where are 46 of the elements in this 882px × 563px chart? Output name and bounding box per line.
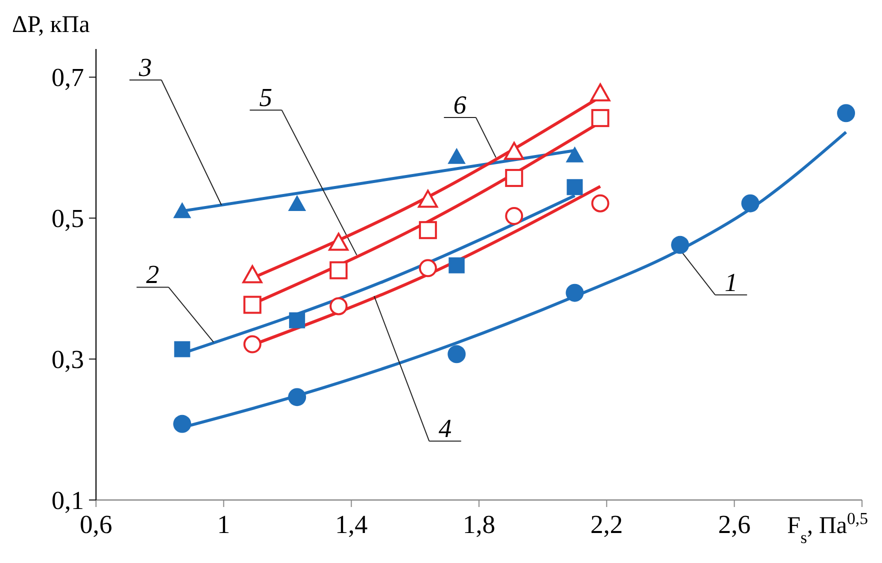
point: [242, 265, 262, 284]
x-tick-label: 2,2: [590, 510, 623, 539]
point: [566, 179, 583, 196]
point: [243, 296, 262, 314]
x-tick-label: 1,8: [462, 510, 496, 539]
point: [504, 142, 524, 160]
point: [330, 297, 348, 316]
y-axis-title: ΔP, кПа: [12, 12, 90, 38]
x-axis-title: F$_{s}$, Па$^{0,5}$: [787, 508, 868, 546]
text: 4: [438, 414, 452, 444]
point: [448, 345, 466, 364]
point: [448, 148, 466, 164]
point: [173, 414, 192, 433]
point: [671, 236, 690, 254]
point: [173, 202, 192, 218]
point: [330, 261, 348, 280]
point: [566, 284, 584, 302]
series-label: 1: [724, 268, 738, 297]
x-tick-label: 1: [217, 510, 230, 539]
text: 2: [146, 260, 160, 290]
text: 5: [259, 83, 272, 112]
series-label: 6: [453, 90, 466, 120]
point: [505, 207, 524, 226]
point: [418, 190, 438, 208]
point: [591, 109, 610, 128]
point: [289, 312, 306, 328]
x-tick-label: 2,6: [718, 510, 751, 539]
point: [448, 257, 465, 274]
y-tick-label: 0,7: [52, 63, 84, 92]
point: [741, 194, 760, 212]
point: [418, 259, 437, 278]
point: [591, 194, 610, 212]
point: [418, 221, 437, 240]
y-tick-label: 0,3: [52, 345, 84, 374]
point: [566, 146, 584, 162]
point: [174, 341, 190, 358]
y-tick-label: 0,5: [52, 204, 84, 234]
text: 3: [138, 53, 152, 82]
point: [837, 104, 856, 122]
point: [243, 335, 262, 354]
point: [590, 83, 610, 102]
point: [328, 232, 349, 251]
point: [505, 168, 524, 187]
point: [288, 195, 306, 212]
point: [288, 388, 306, 406]
x-tick-label: 1,4: [335, 510, 368, 539]
